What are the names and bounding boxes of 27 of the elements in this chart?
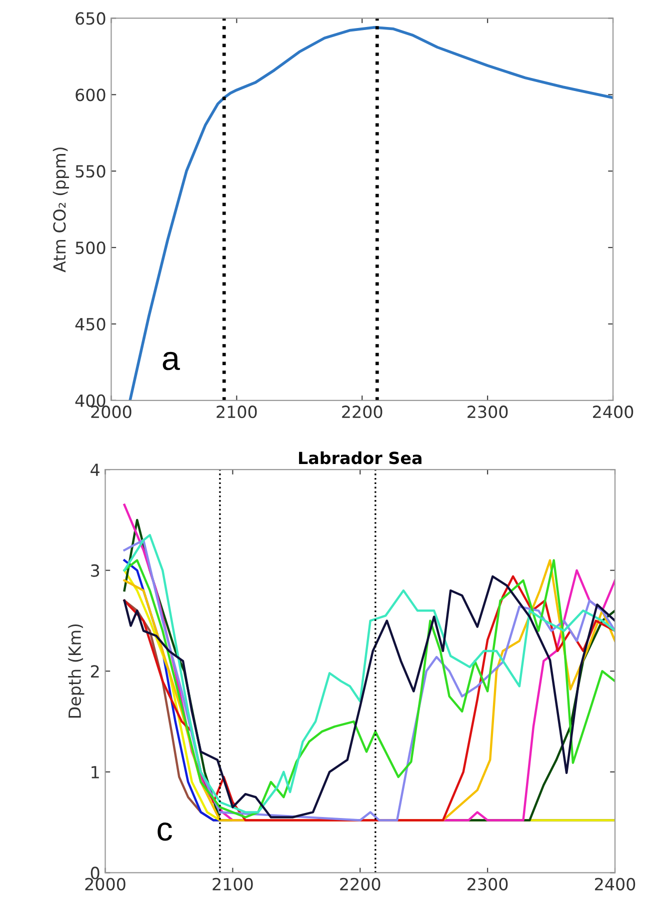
y-tick-label: 2 <box>91 665 99 678</box>
y-tick-label: 400 <box>75 394 106 407</box>
line-series <box>128 26 614 400</box>
chart-title: Labrador Sea <box>299 451 422 464</box>
y-tick-label: 650 <box>76 12 106 25</box>
y-tick-label: 3 <box>91 564 100 577</box>
x-tick-label: 2400 <box>595 878 636 890</box>
x-tick-label: 2200 <box>342 406 382 418</box>
y-axis-title: Depth (Km) <box>68 624 84 718</box>
annotation: a <box>162 352 180 370</box>
x-tick-label: 2300 <box>468 406 508 418</box>
x-tick-label: 2100 <box>216 406 257 418</box>
y-tick-label: 600 <box>76 88 106 102</box>
x-tick-label: 2200 <box>340 878 380 890</box>
x-tick-label: 2400 <box>593 406 634 418</box>
annotation: c <box>158 822 172 841</box>
y-tick-label: 1 <box>92 766 99 778</box>
x-tick-label: 2300 <box>468 878 508 890</box>
y-tick-label: 0 <box>90 866 100 880</box>
y-tick-label: 500 <box>76 241 106 254</box>
y-tick-label: 4 <box>90 464 100 476</box>
y-tick-label: 450 <box>75 318 106 331</box>
y-axis-title: Atm CO₂ (ppm) <box>52 148 69 272</box>
x-tick-label: 2000 <box>91 406 132 418</box>
x-tick-label: 2000 <box>85 878 126 890</box>
y-tick-label: 550 <box>76 165 106 178</box>
x-tick-label: 2100 <box>212 878 253 890</box>
